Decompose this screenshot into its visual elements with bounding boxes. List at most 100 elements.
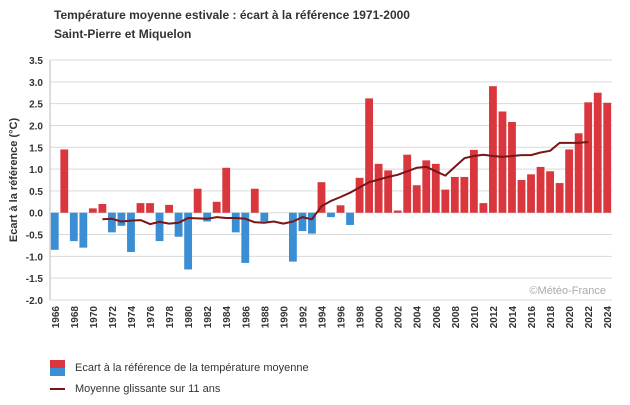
bar-2002: [393, 210, 402, 213]
bar-1998: [355, 177, 364, 213]
bar-1973: [117, 212, 126, 226]
bar-2003: [403, 154, 412, 213]
x-tick-label: 1972: [108, 306, 119, 329]
bar-1996: [336, 205, 345, 213]
bar-2020: [565, 149, 574, 213]
bar-1981: [193, 188, 202, 213]
bar-2006: [431, 163, 440, 213]
x-tick-label: 2006: [432, 306, 443, 329]
watermark: ©Météo-France: [529, 285, 606, 297]
x-tick-label: 2024: [603, 306, 614, 329]
x-axis-ticks: 1966 1968 1970 1972 1974 1976 1978 1980 1982 1984…: [51, 306, 614, 329]
y-tick-label: 0.5: [29, 187, 43, 198]
x-tick-label: 1978: [165, 306, 176, 329]
bar-1984: [222, 167, 231, 213]
y-tick-label: 1.5: [29, 143, 43, 154]
bar-2009: [460, 176, 469, 213]
bar-2022: [584, 102, 593, 213]
x-tick-label: 2014: [508, 306, 519, 329]
bar-1970: [88, 208, 97, 213]
bar-2014: [508, 121, 516, 213]
bar-2019: [555, 183, 564, 213]
bar-2012: [489, 86, 497, 213]
y-tick-label: 3.0: [29, 78, 43, 89]
bar-1992: [298, 212, 307, 232]
bar-2008: [450, 176, 459, 213]
bar-1971: [98, 204, 107, 213]
bar-1967: [60, 149, 69, 213]
legend-item-line: Moyenne glissante sur 11 ans: [50, 383, 220, 395]
x-tick-label: 2018: [546, 306, 557, 329]
bar-2004: [412, 185, 421, 213]
bar-1995: [327, 212, 335, 218]
x-tick-label: 1966: [51, 306, 62, 329]
bar-2015: [517, 180, 526, 213]
bar-1994: [317, 182, 326, 213]
y-axis-ticks: 3.5 3.0 2.5 2.0 1.5 1.0 0.5 0.0 -0.5 -1.0 -1.5 -2.0: [26, 56, 44, 307]
bar-1988: [260, 212, 269, 222]
y-tick-label: -2.0: [26, 296, 44, 307]
bar-2021: [574, 133, 583, 213]
x-tick-label: 1980: [184, 306, 195, 329]
y-tick-label: 2.5: [29, 100, 43, 111]
bar-2013: [498, 111, 507, 213]
chart-title: Température moyenne estivale : écart à l…: [54, 8, 410, 22]
x-tick-label: 2010: [470, 306, 481, 329]
bar-1979: [174, 212, 183, 237]
x-tick-label: 1970: [89, 306, 100, 329]
bar-1993: [308, 212, 316, 234]
bar-1982: [203, 212, 212, 222]
bar-1977: [155, 212, 164, 242]
bar-2011: [479, 203, 488, 213]
bar-2017: [536, 166, 545, 213]
x-tick-label: 1988: [260, 306, 271, 329]
x-tick-label: 1984: [222, 306, 233, 329]
bar-1975: [136, 203, 145, 213]
bar-1966: [50, 212, 59, 250]
x-tick-label: 2008: [451, 306, 462, 329]
legend-item-bars: Ecart à la référence de la température m…: [50, 360, 309, 376]
y-tick-label: 2.0: [29, 121, 43, 132]
bar-1969: [79, 212, 88, 248]
chart-subtitle: Saint-Pierre et Miquelon: [54, 27, 192, 41]
bar-1978: [165, 204, 173, 213]
legend-bar-label: Ecart à la référence de la température m…: [75, 362, 309, 374]
x-tick-label: 1994: [317, 306, 328, 329]
x-tick-label: 2004: [413, 306, 424, 329]
bar-1999: [365, 98, 374, 213]
bar-1985: [231, 212, 240, 233]
x-tick-label: 1974: [127, 306, 138, 329]
bar-2010: [469, 149, 478, 213]
bar-1991: [288, 212, 297, 262]
x-tick-label: 2000: [375, 306, 386, 329]
y-tick-label: -0.5: [26, 231, 44, 242]
x-tick-label: 2016: [527, 306, 538, 329]
y-tick-label: 0.0: [29, 209, 43, 220]
bar-1968: [69, 212, 78, 242]
bar-2016: [527, 174, 535, 213]
y-tick-label: -1.5: [26, 274, 44, 285]
bar-1976: [146, 203, 154, 213]
line-series: [102, 141, 589, 226]
bar-2024: [603, 102, 612, 213]
bar-1997: [346, 212, 354, 225]
x-tick-label: 1992: [298, 306, 309, 329]
bar-1972: [108, 212, 116, 233]
x-tick-label: 1968: [70, 306, 81, 329]
legend-line-swatch: [50, 388, 65, 390]
x-tick-label: 2002: [394, 306, 405, 329]
y-tick-label: -1.0: [26, 252, 44, 263]
x-tick-label: 2012: [489, 306, 500, 329]
x-tick-label: 1986: [241, 306, 252, 329]
y-axis-label: Ecart à la référence (°C): [8, 118, 20, 243]
y-tick-label: 3.5: [29, 56, 43, 67]
bar-1980: [184, 212, 193, 270]
legend-line-label: Moyenne glissante sur 11 ans: [75, 383, 221, 395]
x-tick-label: 1976: [146, 306, 157, 329]
bar-2001: [384, 170, 393, 213]
bar-1974: [127, 212, 135, 252]
bar-2000: [374, 163, 383, 213]
x-tick-label: 2022: [584, 306, 595, 329]
x-tick-label: 1996: [337, 306, 348, 329]
